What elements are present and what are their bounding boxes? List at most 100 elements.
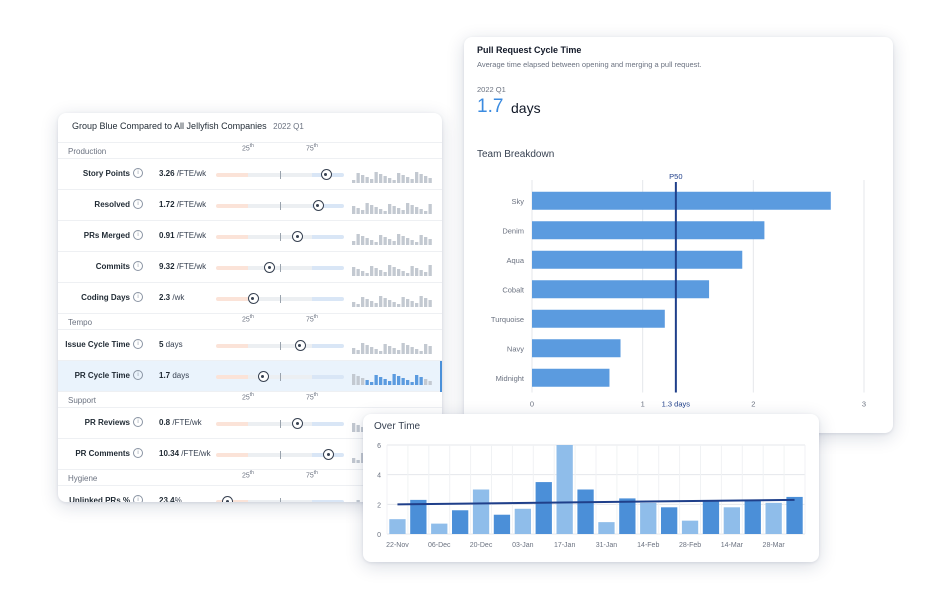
sparkline-bar [406, 177, 410, 183]
x-tick-label: 2 [751, 400, 755, 409]
sparkline-bar [352, 302, 356, 307]
percentile-bar [216, 496, 344, 502]
percentile-number: 75 [306, 394, 314, 402]
sparkline-bar [383, 344, 387, 354]
period-bar [472, 489, 490, 534]
trend-line [397, 498, 795, 506]
sparkline-bar [365, 299, 369, 307]
sparkline-bar [374, 207, 378, 214]
section-label: Support [68, 396, 97, 405]
sparkline-bar [365, 380, 369, 385]
section-header: Hygiene 25th 75th [58, 470, 442, 486]
sparkline-bar [428, 346, 432, 354]
period-bar [598, 522, 615, 534]
metric-unit: /FTE/wk [170, 418, 202, 427]
team-bar [532, 250, 743, 269]
metric-number: 5 [159, 340, 164, 349]
sparkline-bar [361, 175, 365, 183]
metric-row[interactable]: Commits i 9.32 /FTE/wk [58, 252, 442, 283]
period-bar [514, 508, 532, 534]
percentile-marker [312, 200, 324, 211]
metric-name: PRs Merged [83, 231, 130, 240]
median-tick [280, 420, 281, 428]
sparkline-bar [419, 174, 423, 183]
info-icon[interactable]: i [133, 261, 143, 271]
info-icon[interactable]: i [133, 370, 143, 380]
x-tick-label: 0 [530, 400, 534, 409]
info-icon[interactable]: i [133, 417, 143, 427]
metric-row[interactable]: PR Cycle Time i 1.7 days [58, 361, 442, 392]
info-icon[interactable]: i [133, 292, 143, 302]
period-bar [702, 501, 720, 534]
metric-name: PR Reviews [84, 418, 130, 427]
sparkline-bar [415, 207, 419, 214]
sparkline-bar [388, 265, 392, 276]
sparkline-bar [424, 237, 428, 245]
sparkline-bar [406, 273, 410, 276]
percentile-bar [216, 169, 344, 180]
metric-row[interactable]: Coding Days i 2.3 /wk [58, 283, 442, 314]
median-tick [280, 202, 281, 210]
period-bar [431, 523, 448, 534]
sparkline-bar [388, 346, 392, 354]
sparkline-bar [352, 206, 356, 214]
sparkline-bar [370, 240, 374, 245]
sparkline-bar [379, 235, 383, 245]
sparkline-bar [401, 236, 405, 245]
sparkline-bar [383, 379, 387, 385]
info-icon[interactable]: i [133, 168, 143, 178]
sparkline-bar [361, 427, 365, 432]
team-bar [532, 339, 621, 358]
info-icon[interactable]: i [133, 339, 143, 349]
sparkline-bar [401, 378, 405, 385]
sparkline-bar [388, 178, 392, 183]
info-icon[interactable]: i [133, 230, 143, 240]
sparkline-bar [428, 265, 432, 276]
metric-name: Commits [95, 262, 130, 271]
team-bar [532, 221, 765, 240]
metric-value: 3.26 /FTE/wk [159, 169, 206, 178]
percentile-marker [257, 371, 269, 382]
sparkline-bar [365, 238, 369, 245]
metric-unit: /FTE/wk [179, 449, 211, 458]
x-tick-label: 14-Mar [721, 542, 744, 549]
metric-row[interactable]: Story Points i 3.26 /FTE/wk [58, 159, 442, 190]
sparkline-bar [419, 209, 423, 214]
period-bar [493, 514, 511, 534]
info-icon[interactable]: i [133, 448, 143, 458]
info-icon[interactable]: i [133, 199, 143, 209]
sparkline-bar [352, 374, 356, 385]
info-icon[interactable]: i [133, 495, 143, 502]
percentile-number: 75 [306, 145, 314, 153]
metric-value: 23.4% [159, 496, 182, 502]
sparkline-bar [415, 375, 419, 385]
sparkline-bar [406, 203, 410, 214]
sparkline-bar [424, 379, 428, 385]
sparkline-bar [424, 344, 428, 354]
sparkline-bar [356, 173, 360, 183]
median-tick [280, 264, 281, 272]
benchmark-card: Group Blue Compared to All Jellyfish Com… [58, 113, 442, 502]
metric-unit: /FTE/wk [174, 200, 207, 209]
metric-row[interactable]: PRs Merged i 0.91 /FTE/wk [58, 221, 442, 252]
sparkline-bar [415, 268, 419, 276]
sparkline-bar [361, 343, 365, 354]
x-tick-label: 06-Dec [428, 542, 451, 549]
sparkline [352, 234, 432, 245]
metric-value: 0.91 /FTE/wk [159, 231, 206, 240]
percentile-bar [216, 371, 344, 382]
metric-row[interactable]: Issue Cycle Time i 5 days [58, 330, 442, 361]
sparkline-bar [410, 347, 414, 354]
metric-row[interactable]: Resolved i 1.72 /FTE/wk [58, 190, 442, 221]
metric-unit: % [174, 496, 182, 502]
metric-unit: /FTE/wk [174, 231, 207, 240]
sparkline-bar [361, 271, 365, 276]
period-bar [577, 489, 594, 534]
sparkline-bar [410, 301, 414, 307]
metric-number: 1.7 [159, 371, 171, 380]
sparkline-bar [392, 374, 396, 385]
percentile-label: 25th [242, 470, 254, 479]
sparkline-bar [379, 296, 383, 307]
sparkline-bar [379, 174, 383, 183]
sparkline-bar [419, 377, 423, 385]
